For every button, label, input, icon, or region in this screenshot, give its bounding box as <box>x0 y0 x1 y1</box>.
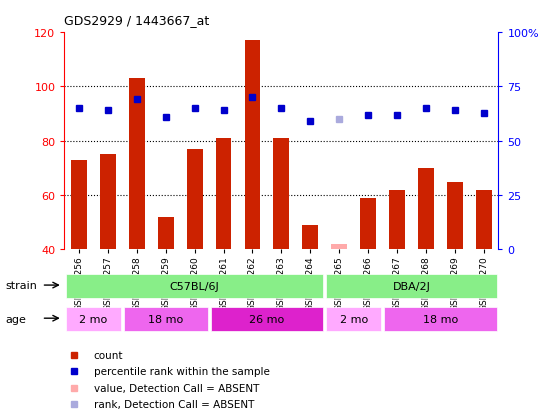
Text: percentile rank within the sample: percentile rank within the sample <box>94 366 269 376</box>
Bar <box>158 217 174 250</box>
Text: 18 mo: 18 mo <box>423 314 458 324</box>
Bar <box>302 225 318 250</box>
Bar <box>476 190 492 250</box>
Text: rank, Detection Call = ABSENT: rank, Detection Call = ABSENT <box>94 399 254 409</box>
Bar <box>326 274 497 298</box>
Text: 18 mo: 18 mo <box>148 314 183 324</box>
Bar <box>447 182 463 250</box>
Text: GDS2929 / 1443667_at: GDS2929 / 1443667_at <box>64 14 209 27</box>
Text: age: age <box>6 314 26 324</box>
Bar <box>245 41 260 250</box>
Bar <box>66 274 323 298</box>
Text: 2 mo: 2 mo <box>79 314 108 324</box>
Text: strain: strain <box>6 281 38 291</box>
Bar <box>216 139 231 250</box>
Text: C57BL/6J: C57BL/6J <box>170 281 220 291</box>
Text: value, Detection Call = ABSENT: value, Detection Call = ABSENT <box>94 383 259 393</box>
Text: 2 mo: 2 mo <box>339 314 368 324</box>
Bar <box>384 307 497 331</box>
Text: count: count <box>94 350 123 360</box>
Bar <box>389 190 405 250</box>
Bar <box>100 155 116 250</box>
Bar <box>326 307 381 331</box>
Bar <box>332 244 347 250</box>
Text: 26 mo: 26 mo <box>249 314 284 324</box>
Bar <box>129 79 144 250</box>
Bar <box>418 169 434 250</box>
Bar <box>211 307 323 331</box>
Bar <box>66 307 121 331</box>
Bar <box>273 139 290 250</box>
Bar <box>124 307 208 331</box>
Bar <box>360 198 376 250</box>
Text: DBA/2J: DBA/2J <box>393 281 431 291</box>
Bar <box>71 160 87 250</box>
Bar <box>186 150 203 250</box>
